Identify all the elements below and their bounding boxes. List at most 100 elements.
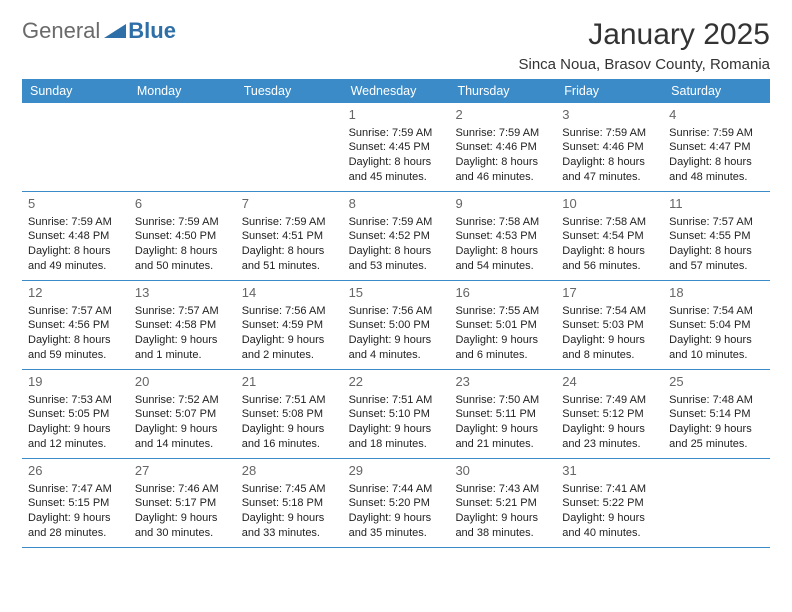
title-block: January 2025 Sinca Noua, Brasov County, …: [518, 18, 770, 73]
sunrise-text: Sunrise: 7:47 AM: [28, 482, 123, 497]
sunset-text: Sunset: 5:01 PM: [455, 318, 550, 333]
calendar-cell: 8Sunrise: 7:59 AMSunset: 4:52 PMDaylight…: [343, 192, 450, 280]
day-number: 23: [455, 373, 550, 391]
sunrise-text: Sunrise: 7:43 AM: [455, 482, 550, 497]
calendar-day-header: Sunday Monday Tuesday Wednesday Thursday…: [22, 79, 770, 103]
sunrise-text: Sunrise: 7:59 AM: [669, 126, 764, 141]
calendar-cell: 5Sunrise: 7:59 AMSunset: 4:48 PMDaylight…: [22, 192, 129, 280]
calendar-cell: 12Sunrise: 7:57 AMSunset: 4:56 PMDayligh…: [22, 281, 129, 369]
daylight-text: and 53 minutes.: [349, 259, 444, 274]
day-number: 27: [135, 462, 230, 480]
daylight-text: Daylight: 9 hours: [135, 333, 230, 348]
daylight-text: and 56 minutes.: [562, 259, 657, 274]
daylight-text: Daylight: 9 hours: [135, 511, 230, 526]
sunrise-text: Sunrise: 7:50 AM: [455, 393, 550, 408]
daylight-text: Daylight: 9 hours: [349, 511, 444, 526]
sunrise-text: Sunrise: 7:54 AM: [669, 304, 764, 319]
daylight-text: Daylight: 9 hours: [669, 333, 764, 348]
calendar-cell: 6Sunrise: 7:59 AMSunset: 4:50 PMDaylight…: [129, 192, 236, 280]
day-header-friday: Friday: [556, 79, 663, 103]
daylight-text: and 6 minutes.: [455, 348, 550, 363]
daylight-text: Daylight: 9 hours: [349, 422, 444, 437]
day-number: 1: [349, 106, 444, 124]
sunrise-text: Sunrise: 7:52 AM: [135, 393, 230, 408]
sunset-text: Sunset: 5:11 PM: [455, 407, 550, 422]
day-number: 11: [669, 195, 764, 213]
calendar-cell: [236, 103, 343, 191]
daylight-text: and 12 minutes.: [28, 437, 123, 452]
daylight-text: and 48 minutes.: [669, 170, 764, 185]
calendar-cell: 17Sunrise: 7:54 AMSunset: 5:03 PMDayligh…: [556, 281, 663, 369]
day-number: 18: [669, 284, 764, 302]
daylight-text: and 40 minutes.: [562, 526, 657, 541]
calendar-cell: 24Sunrise: 7:49 AMSunset: 5:12 PMDayligh…: [556, 370, 663, 458]
day-number: 21: [242, 373, 337, 391]
daylight-text: and 18 minutes.: [349, 437, 444, 452]
calendar-cell: 22Sunrise: 7:51 AMSunset: 5:10 PMDayligh…: [343, 370, 450, 458]
sunrise-text: Sunrise: 7:59 AM: [455, 126, 550, 141]
day-number: 17: [562, 284, 657, 302]
daylight-text: and 21 minutes.: [455, 437, 550, 452]
daylight-text: and 8 minutes.: [562, 348, 657, 363]
daylight-text: and 35 minutes.: [349, 526, 444, 541]
calendar-week: 5Sunrise: 7:59 AMSunset: 4:48 PMDaylight…: [22, 192, 770, 281]
calendar-cell: 25Sunrise: 7:48 AMSunset: 5:14 PMDayligh…: [663, 370, 770, 458]
daylight-text: Daylight: 9 hours: [455, 333, 550, 348]
daylight-text: Daylight: 8 hours: [28, 244, 123, 259]
sunset-text: Sunset: 4:45 PM: [349, 140, 444, 155]
sunset-text: Sunset: 4:53 PM: [455, 229, 550, 244]
sunrise-text: Sunrise: 7:55 AM: [455, 304, 550, 319]
daylight-text: and 54 minutes.: [455, 259, 550, 274]
calendar-cell: 29Sunrise: 7:44 AMSunset: 5:20 PMDayligh…: [343, 459, 450, 547]
calendar-cell: 13Sunrise: 7:57 AMSunset: 4:58 PMDayligh…: [129, 281, 236, 369]
calendar-week: 26Sunrise: 7:47 AMSunset: 5:15 PMDayligh…: [22, 459, 770, 548]
sunset-text: Sunset: 4:46 PM: [455, 140, 550, 155]
day-number: 12: [28, 284, 123, 302]
day-number: 31: [562, 462, 657, 480]
daylight-text: Daylight: 9 hours: [669, 422, 764, 437]
calendar-cell: 26Sunrise: 7:47 AMSunset: 5:15 PMDayligh…: [22, 459, 129, 547]
daylight-text: and 45 minutes.: [349, 170, 444, 185]
sunset-text: Sunset: 4:52 PM: [349, 229, 444, 244]
daylight-text: Daylight: 8 hours: [242, 244, 337, 259]
sunset-text: Sunset: 4:46 PM: [562, 140, 657, 155]
sunset-text: Sunset: 5:14 PM: [669, 407, 764, 422]
sunset-text: Sunset: 5:05 PM: [28, 407, 123, 422]
sunrise-text: Sunrise: 7:49 AM: [562, 393, 657, 408]
sunrise-text: Sunrise: 7:45 AM: [242, 482, 337, 497]
sunset-text: Sunset: 4:59 PM: [242, 318, 337, 333]
sunrise-text: Sunrise: 7:57 AM: [669, 215, 764, 230]
calendar-week: 19Sunrise: 7:53 AMSunset: 5:05 PMDayligh…: [22, 370, 770, 459]
sunrise-text: Sunrise: 7:57 AM: [28, 304, 123, 319]
day-number: 8: [349, 195, 444, 213]
sunset-text: Sunset: 5:18 PM: [242, 496, 337, 511]
daylight-text: and 33 minutes.: [242, 526, 337, 541]
day-header-saturday: Saturday: [663, 79, 770, 103]
sunset-text: Sunset: 5:12 PM: [562, 407, 657, 422]
calendar-cell: 7Sunrise: 7:59 AMSunset: 4:51 PMDaylight…: [236, 192, 343, 280]
sunrise-text: Sunrise: 7:59 AM: [349, 126, 444, 141]
day-number: 5: [28, 195, 123, 213]
daylight-text: Daylight: 9 hours: [28, 422, 123, 437]
calendar-cell: 11Sunrise: 7:57 AMSunset: 4:55 PMDayligh…: [663, 192, 770, 280]
day-number: 19: [28, 373, 123, 391]
sunset-text: Sunset: 4:54 PM: [562, 229, 657, 244]
calendar-cell: 4Sunrise: 7:59 AMSunset: 4:47 PMDaylight…: [663, 103, 770, 191]
calendar-cell: 3Sunrise: 7:59 AMSunset: 4:46 PMDaylight…: [556, 103, 663, 191]
day-header-sunday: Sunday: [22, 79, 129, 103]
daylight-text: Daylight: 8 hours: [562, 155, 657, 170]
day-number: 16: [455, 284, 550, 302]
sunrise-text: Sunrise: 7:51 AM: [242, 393, 337, 408]
daylight-text: and 50 minutes.: [135, 259, 230, 274]
logo-text-general: General: [22, 18, 100, 44]
daylight-text: and 59 minutes.: [28, 348, 123, 363]
sunrise-text: Sunrise: 7:59 AM: [562, 126, 657, 141]
page-title: January 2025: [518, 18, 770, 52]
daylight-text: Daylight: 9 hours: [562, 333, 657, 348]
calendar: Sunday Monday Tuesday Wednesday Thursday…: [22, 79, 770, 548]
daylight-text: Daylight: 9 hours: [242, 511, 337, 526]
sunrise-text: Sunrise: 7:44 AM: [349, 482, 444, 497]
sunrise-text: Sunrise: 7:56 AM: [349, 304, 444, 319]
calendar-cell: 9Sunrise: 7:58 AMSunset: 4:53 PMDaylight…: [449, 192, 556, 280]
day-number: 15: [349, 284, 444, 302]
